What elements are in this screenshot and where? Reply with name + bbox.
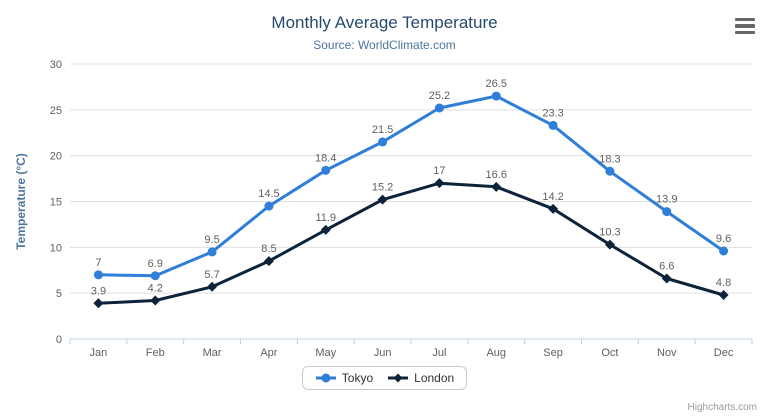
data-label: 15.2	[372, 182, 393, 194]
legend-item-london[interactable]: London	[387, 371, 454, 385]
data-label: 14.2	[542, 191, 563, 203]
series-line-london[interactable]	[96, 181, 726, 305]
data-label: 14.5	[258, 188, 279, 200]
y-axis-label: 15	[50, 197, 62, 209]
y-axis-label: 10	[50, 242, 62, 254]
chart-title: Monthly Average Temperature	[271, 13, 498, 32]
y-axis-label: 25	[50, 105, 62, 117]
x-axis-label: Sep	[543, 347, 563, 359]
x-axis-label: Dec	[714, 347, 734, 359]
tokyo-series-marker-icon	[315, 373, 336, 383]
x-axis-label: Jul	[432, 347, 446, 359]
x-axis-label: Mar	[203, 347, 222, 359]
data-point-marker[interactable]	[548, 203, 559, 214]
hamburger-bar	[735, 17, 755, 22]
hamburger-menu-icon[interactable]	[733, 15, 757, 37]
data-label: 7	[95, 257, 101, 269]
x-axis-label: Aug	[486, 347, 506, 359]
y-axis-label: 30	[50, 59, 62, 71]
x-axis-label: Jan	[90, 347, 108, 359]
data-point-marker[interactable]	[263, 256, 274, 267]
data-point-marker[interactable]	[93, 270, 103, 280]
data-label: 10.3	[599, 227, 620, 239]
data-label: 9.5	[204, 234, 219, 246]
x-axis-label: Apr	[260, 347, 277, 359]
data-point-marker[interactable]	[491, 181, 502, 192]
legend-box: Tokyo London	[301, 366, 468, 390]
data-label: 26.5	[486, 78, 507, 90]
y-axis-title: Temperature (°C)	[14, 153, 28, 250]
x-axis-label: Oct	[601, 347, 618, 359]
data-label: 6.6	[659, 261, 674, 273]
data-point-marker[interactable]	[605, 166, 615, 176]
data-label: 17	[433, 165, 445, 177]
data-point-marker[interactable]	[434, 178, 445, 189]
data-label: 11.9	[315, 212, 336, 224]
x-axis-label: Nov	[657, 347, 677, 359]
data-point-marker[interactable]	[150, 295, 161, 306]
data-point-marker[interactable]	[264, 201, 274, 211]
data-point-marker[interactable]	[207, 281, 218, 292]
data-label: 13.9	[656, 194, 677, 206]
data-label: 4.2	[148, 283, 163, 295]
series-line-tokyo[interactable]	[96, 94, 726, 278]
legend-item-tokyo[interactable]: Tokyo	[315, 371, 373, 385]
data-point-marker[interactable]	[377, 194, 388, 205]
london-series-marker-icon	[388, 373, 409, 383]
data-label: 25.2	[429, 90, 450, 102]
data-point-marker[interactable]	[150, 271, 160, 281]
credits-link[interactable]: Highcharts.com	[687, 402, 757, 413]
chart-subtitle: Source: WorldClimate.com	[313, 38, 456, 52]
data-point-marker[interactable]	[491, 91, 501, 101]
data-point-marker[interactable]	[548, 120, 558, 130]
data-point-marker[interactable]	[378, 137, 388, 147]
data-label: 9.6	[716, 233, 731, 245]
data-label: 5.7	[204, 269, 219, 281]
data-point-marker[interactable]	[719, 246, 729, 256]
y-axis-label: 20	[50, 151, 62, 163]
data-label: 8.5	[261, 243, 276, 255]
data-point-marker[interactable]	[718, 290, 729, 300]
legend: Tokyo London	[0, 366, 769, 390]
data-point-marker[interactable]	[320, 224, 331, 235]
data-label: 23.3	[542, 107, 563, 119]
x-axis-label: Jun	[374, 347, 392, 359]
data-label: 3.9	[91, 285, 106, 297]
data-label: 16.6	[486, 169, 507, 181]
data-label: 18.3	[599, 153, 620, 165]
hamburger-bar	[735, 24, 755, 28]
data-label: 18.4	[315, 152, 336, 164]
data-label: 4.8	[716, 277, 731, 289]
data-point-marker[interactable]	[661, 273, 672, 284]
y-axis-label: 0	[56, 334, 62, 346]
data-label: 21.5	[372, 124, 393, 136]
legend-label: London	[414, 371, 455, 385]
data-point-marker[interactable]	[321, 165, 331, 175]
data-label: 6.9	[148, 258, 163, 270]
data-point-marker[interactable]	[604, 239, 615, 250]
legend-label: Tokyo	[341, 371, 374, 385]
data-point-marker[interactable]	[207, 247, 217, 257]
x-axis-label: Feb	[146, 347, 165, 359]
x-axis-label: May	[315, 347, 336, 359]
hamburger-bar	[735, 30, 755, 35]
data-point-marker[interactable]	[434, 103, 444, 113]
data-point-marker[interactable]	[93, 298, 104, 309]
y-axis-label: 5	[56, 288, 62, 300]
data-point-marker[interactable]	[662, 207, 672, 217]
